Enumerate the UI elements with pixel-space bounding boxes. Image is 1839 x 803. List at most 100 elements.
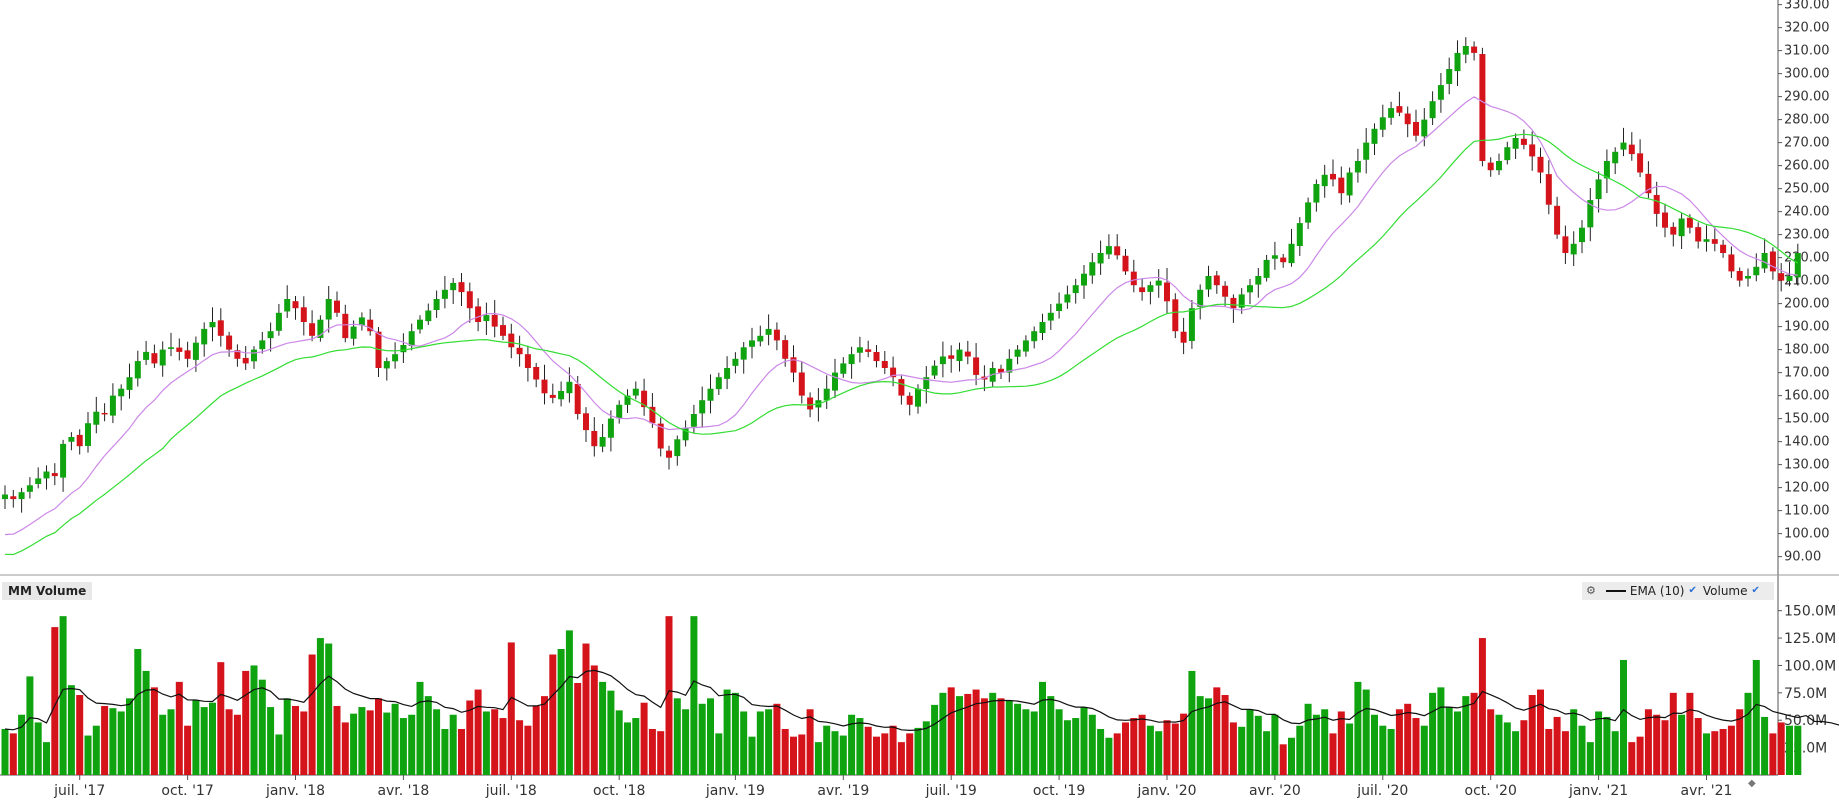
long-moving-average-line (4, 133, 1799, 556)
time-tick-label: avr. '21 (1681, 783, 1733, 799)
volume-bar (159, 714, 167, 775)
ema-toggle-check-icon[interactable]: ✔ (1688, 585, 1697, 596)
candle-body (342, 313, 349, 339)
volume-bar (18, 714, 26, 775)
time-tick-label: janv. '19 (705, 783, 765, 799)
candle-body (126, 377, 133, 390)
short-moving-average-line (4, 96, 1798, 536)
candle-body (1172, 299, 1179, 332)
volume-bar (1761, 716, 1769, 775)
candle-body (998, 368, 1004, 373)
ema-legend-label[interactable]: EMA (10) (1629, 584, 1685, 598)
volume-bar (308, 654, 316, 775)
candle-body (1429, 101, 1436, 119)
time-tick-label: oct. '20 (1465, 783, 1517, 799)
volume-bar (1130, 718, 1138, 775)
candle-body (392, 354, 399, 362)
candle-body (890, 367, 897, 378)
volume-bar (1039, 681, 1046, 775)
candle-body (599, 437, 606, 447)
candle-body (616, 404, 623, 419)
volume-bar (150, 687, 158, 775)
candle-body (757, 335, 764, 342)
volume-bar (1321, 709, 1329, 775)
volume-bar (1462, 696, 1470, 775)
volume-bar (972, 689, 980, 775)
volume-bar (980, 698, 988, 775)
volume-bar (765, 709, 773, 775)
volume-bar (1188, 670, 1196, 775)
price-tick-label: 250.00 (1784, 182, 1830, 197)
candle-body (1520, 138, 1527, 145)
volume-bar (1138, 714, 1146, 775)
volume-toggle-check-icon[interactable]: ✔ (1751, 585, 1760, 596)
volume-bar (209, 702, 216, 775)
volume-bar (839, 735, 847, 775)
candle-body (1487, 162, 1494, 171)
candle-body (60, 443, 67, 478)
volume-bar (640, 702, 648, 775)
volume-bar (541, 696, 548, 775)
volume-bar (383, 712, 391, 775)
time-tick-label: juil. '18 (485, 783, 537, 799)
candle-body (1039, 322, 1046, 334)
candle-body (1637, 153, 1644, 173)
candle-body (1047, 312, 1054, 321)
scroll-right-icon[interactable]: ◆ (1748, 778, 1756, 789)
volume-bar (1487, 709, 1495, 775)
volume-bar (9, 733, 17, 775)
price-tick-label: 310.00 (1784, 44, 1830, 59)
candle-body (832, 372, 838, 391)
candle-body (350, 326, 357, 339)
volume-bar (590, 665, 598, 775)
candle-body (1371, 128, 1378, 144)
volume-bar (1304, 703, 1312, 775)
candle-body (176, 347, 183, 352)
candle-body (1421, 119, 1428, 137)
candle-body (143, 351, 150, 360)
volume-bar (906, 733, 914, 775)
volume-bar (1055, 709, 1063, 775)
candle-body (267, 331, 274, 339)
candle-body (1720, 244, 1727, 253)
volume-bar (1279, 744, 1287, 775)
candle-body (1213, 275, 1220, 286)
volume-legend-label[interactable]: Volume (1702, 584, 1748, 598)
volume-bar (1686, 692, 1694, 775)
candle-body (1147, 285, 1154, 292)
volume-bar (1254, 715, 1262, 775)
candle-body (848, 354, 855, 365)
candle-body (1139, 287, 1146, 293)
candle-body (566, 381, 573, 394)
volume-bar (1503, 722, 1511, 775)
volume-bar (507, 642, 515, 775)
volume-bar (217, 662, 225, 775)
volume-bar (366, 710, 374, 775)
volume-bar (1105, 737, 1113, 775)
volume-bar (1553, 716, 1561, 775)
time-tick-label: avr. '20 (1249, 783, 1301, 799)
volume-bar (565, 630, 573, 775)
candle-body (217, 320, 224, 336)
candle-body (632, 388, 639, 396)
volume-bar (84, 735, 92, 775)
volume-bar (1163, 720, 1171, 775)
gear-icon[interactable]: ⚙ (1586, 584, 1596, 597)
candle-body (1072, 285, 1079, 294)
volume-bar (1180, 713, 1188, 775)
volume-bar (1545, 728, 1553, 775)
volume-bar (258, 679, 266, 775)
volume-bar (1271, 714, 1279, 775)
candle-body (1794, 253, 1801, 278)
candle-body (1313, 184, 1320, 203)
candle-body (433, 299, 440, 311)
volume-bar (1113, 733, 1121, 775)
volume-bar (698, 703, 706, 775)
volume-bar (1346, 723, 1354, 775)
candle-body (740, 347, 747, 360)
volume-bar (1653, 714, 1661, 775)
price-tick-label: 320.00 (1784, 21, 1830, 36)
candle-body (649, 406, 656, 424)
